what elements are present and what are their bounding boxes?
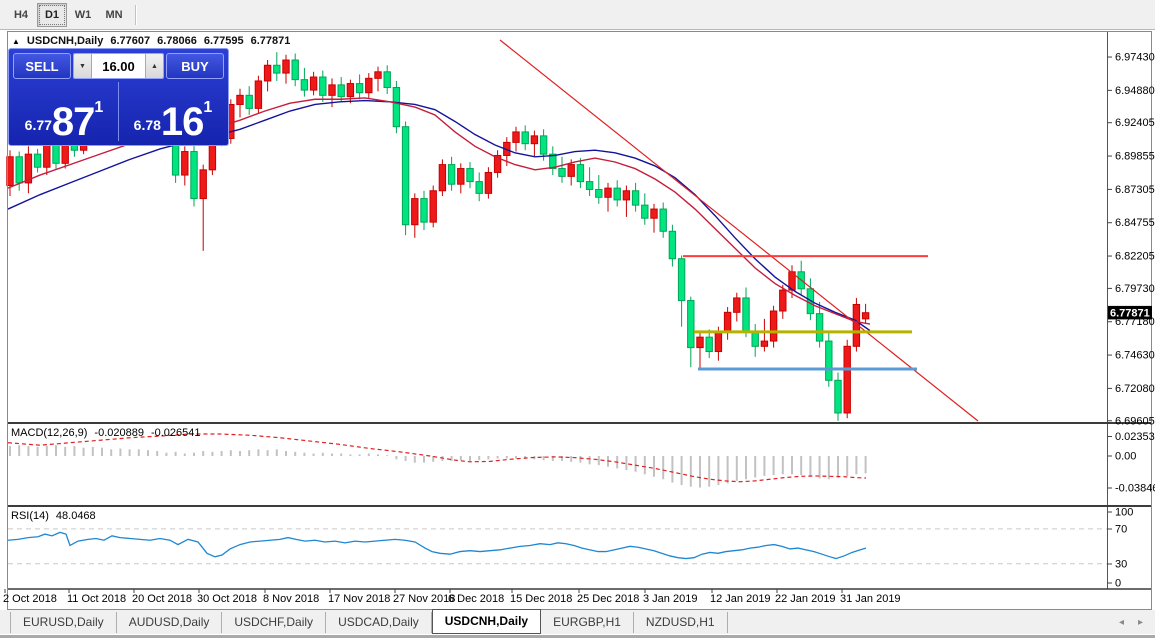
sell-price-sup: 1 [94, 99, 104, 116]
tabs-scroll-right-icon[interactable]: ▸ [1137, 616, 1143, 628]
price-divider [118, 82, 119, 141]
buy-price-small: 6.78 [133, 117, 161, 133]
svg-text:6.77871: 6.77871 [1110, 308, 1150, 320]
buy-price-sup: 1 [203, 99, 213, 116]
svg-text:2 Oct 2018: 2 Oct 2018 [3, 593, 57, 605]
svg-text:12 Jan 2019: 12 Jan 2019 [710, 593, 771, 605]
collapse-panel-icon[interactable]: ▲ [12, 36, 20, 46]
svg-text:30 Oct 2018: 30 Oct 2018 [197, 593, 257, 605]
spin-up-icon: ▲ [151, 62, 158, 70]
chart-tab-usdcnh-daily[interactable]: USDCNH,Daily [431, 609, 542, 634]
spin-down-icon: ▼ [79, 62, 86, 70]
svg-text:20 Oct 2018: 20 Oct 2018 [132, 593, 192, 605]
rsi-value: 48.0468 [55, 510, 96, 522]
svg-text:6.92405: 6.92405 [1115, 117, 1155, 129]
svg-text:6.72080: 6.72080 [1115, 383, 1155, 395]
buy-price-big: 16 [160, 100, 204, 144]
chart-tab-usdcad-daily[interactable]: USDCAD,Daily [326, 612, 432, 633]
sell-button[interactable]: SELL [13, 53, 71, 79]
sell-price[interactable]: 6.77 87 1 [13, 82, 115, 144]
chart-header: ▲ USDCNH,Daily 6.77607 6.78066 6.77595 6… [12, 35, 290, 47]
ohlc-low: 6.77595 [203, 35, 244, 47]
macd-signal-value: -0.026541 [150, 427, 201, 439]
svg-text:100: 100 [1115, 507, 1133, 519]
svg-text:6 Dec 2018: 6 Dec 2018 [448, 593, 504, 605]
svg-text:8 Nov 2018: 8 Nov 2018 [263, 593, 319, 605]
volume-input[interactable]: 16.00 [92, 54, 145, 78]
svg-text:6.84755: 6.84755 [1115, 217, 1155, 229]
chart-tab-audusd-daily[interactable]: AUDUSD,Daily [117, 612, 223, 633]
svg-text:6.69605: 6.69605 [1115, 415, 1155, 427]
chart-tab-usdchf-daily[interactable]: USDCHF,Daily [222, 612, 327, 633]
rsi-label: RSI(14) 48.0468 [11, 510, 96, 522]
volume-increase-button[interactable]: ▲ [145, 54, 163, 78]
svg-text:6.79730: 6.79730 [1115, 283, 1155, 295]
svg-text:11 Oct 2018: 11 Oct 2018 [67, 593, 126, 605]
timeframe-button-d1[interactable]: D1 [37, 2, 67, 27]
svg-text:70: 70 [1115, 524, 1127, 536]
ohlc-high: 6.78066 [157, 35, 197, 47]
timeframe-button-h4[interactable]: H4 [13, 8, 29, 21]
buy-button[interactable]: BUY [166, 53, 224, 79]
svg-text:6.89855: 6.89855 [1115, 151, 1155, 163]
ohlc-close: 6.77871 [250, 35, 291, 47]
timeframe-button-w1[interactable]: W1 [74, 8, 92, 21]
volume-decrease-button[interactable]: ▼ [74, 54, 92, 78]
tabs-scroll-left-icon[interactable]: ◂ [1118, 616, 1124, 628]
svg-text:25 Dec 2018: 25 Dec 2018 [577, 593, 639, 605]
timeframe-button-mn[interactable]: MN [105, 8, 123, 21]
timeframe-toolbar: H4 D1 W1 MN [0, 0, 1155, 30]
sell-price-big: 87 [51, 100, 95, 144]
chart-tab-eurgbp-h1[interactable]: EURGBP,H1 [541, 612, 634, 633]
chart-tab-bar: EURUSD,Daily AUDUSD,Daily USDCHF,Daily USDC… [0, 609, 1155, 634]
svg-text:22 Jan 2019: 22 Jan 2019 [775, 593, 836, 605]
window-bottom-edge [0, 634, 1155, 638]
sell-price-small: 6.77 [24, 117, 52, 133]
buy-price[interactable]: 6.78 16 1 [122, 82, 224, 144]
svg-text:-0.038466: -0.038466 [1115, 483, 1155, 495]
chart-tab-nzdusd-h1[interactable]: NZDUSD,H1 [634, 612, 728, 633]
svg-text:15 Dec 2018: 15 Dec 2018 [510, 593, 572, 605]
svg-text:6.74630: 6.74630 [1115, 350, 1155, 362]
svg-text:6.82205: 6.82205 [1115, 251, 1155, 263]
toolbar-separator [135, 4, 137, 25]
svg-text:6.97430: 6.97430 [1115, 52, 1155, 64]
ohlc-open: 6.77607 [110, 35, 151, 47]
svg-text:0.00: 0.00 [1115, 451, 1136, 463]
svg-text:6.94880: 6.94880 [1115, 85, 1155, 97]
symbol-title: USDCNH,Daily [26, 35, 104, 47]
svg-text:30: 30 [1115, 559, 1127, 571]
macd-value: -0.020889 [94, 427, 144, 439]
chart-tab-eurusd-daily[interactable]: EURUSD,Daily [10, 612, 117, 633]
macd-name: MACD(12,26,9) [11, 427, 88, 439]
svg-text:0.023534: 0.023534 [1115, 431, 1155, 443]
macd-label: MACD(12,26,9) -0.020889 -0.026541 [11, 427, 201, 439]
one-click-trading-panel: SELL ▼ 16.00 ▲ BUY 6.77 87 1 6.78 16 [8, 48, 229, 146]
svg-text:31 Jan 2019: 31 Jan 2019 [840, 593, 901, 605]
rsi-name: RSI(14) [11, 510, 49, 522]
svg-text:0: 0 [1115, 578, 1121, 590]
svg-text:17 Nov 2018: 17 Nov 2018 [328, 593, 390, 605]
svg-text:6.87305: 6.87305 [1115, 184, 1155, 196]
chart-window: 6.97430 6.94880 6.92405 6.89855 6.87305 6.847… [0, 30, 1155, 610]
svg-text:3 Jan 2019: 3 Jan 2019 [643, 593, 697, 605]
svg-text:27 Nov 2018: 27 Nov 2018 [393, 593, 455, 605]
